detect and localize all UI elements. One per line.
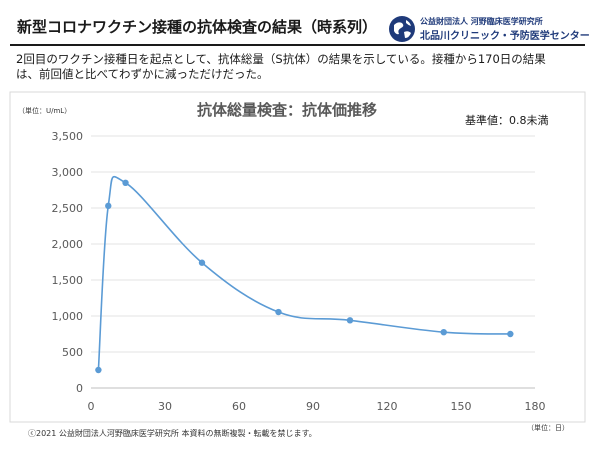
x-tick-label: 0 [88,400,95,413]
data-point [122,179,129,186]
description: 2回目のワクチン接種日を起点として、抗体総量（S抗体）の結果を示している。接種か… [16,52,584,82]
title-divider [10,44,585,46]
y-tick-label: 2,500 [52,202,84,215]
y-tick-label: 500 [62,346,83,359]
x-tick-label: 180 [525,400,546,413]
data-point [105,202,112,210]
x-axis-unit: （単位：日） [527,423,569,432]
org-name-small: 公益財団法人 河野臨床医学研究所 [420,17,543,26]
y-tick-label: 1,000 [52,310,84,323]
chart-title: 抗体総量検査：抗体価推移 [197,101,377,119]
y-tick-label: 3,000 [52,166,84,179]
x-tick-label: 90 [306,400,320,413]
footer-copyright: ⓒ2021 公益財団法人河野臨床医学研究所 本資料の無断複製・転載を禁じます。 [28,429,317,438]
globe-logo-icon [389,16,415,42]
y-axis-unit: （単位：U/mL） [18,106,71,115]
y-tick-label: 3,500 [52,130,84,143]
slide-title: 新型コロナワクチン接種の抗体検査の結果（時系列） [17,18,378,36]
org-name-main: 北品川クリニック・予防医学センター [420,31,590,42]
reference-value: 基準値：0.8未満 [465,113,549,127]
chart-border [9,91,586,423]
series-line [97,175,511,371]
description-line-1: 2回目のワクチン接種日を起点として、抗体総量（S抗体）の結果を示している。接種か… [16,52,546,66]
x-tick-label: 120 [377,400,398,413]
data-point [275,308,282,316]
y-tick-label: 1,500 [52,274,84,287]
data-point [198,259,206,266]
y-tick-label: 2,000 [52,238,84,251]
data-point [346,317,354,324]
description-line-2: は、前回値と比べてわずかに減っただけだった。 [16,67,269,81]
y-tick-label: 0 [76,382,83,395]
data-point [95,366,102,374]
x-tick-label: 60 [232,400,246,413]
x-tick-label: 30 [158,400,172,413]
data-point [440,329,447,336]
x-tick-label: 150 [451,400,472,413]
data-point [507,330,514,338]
